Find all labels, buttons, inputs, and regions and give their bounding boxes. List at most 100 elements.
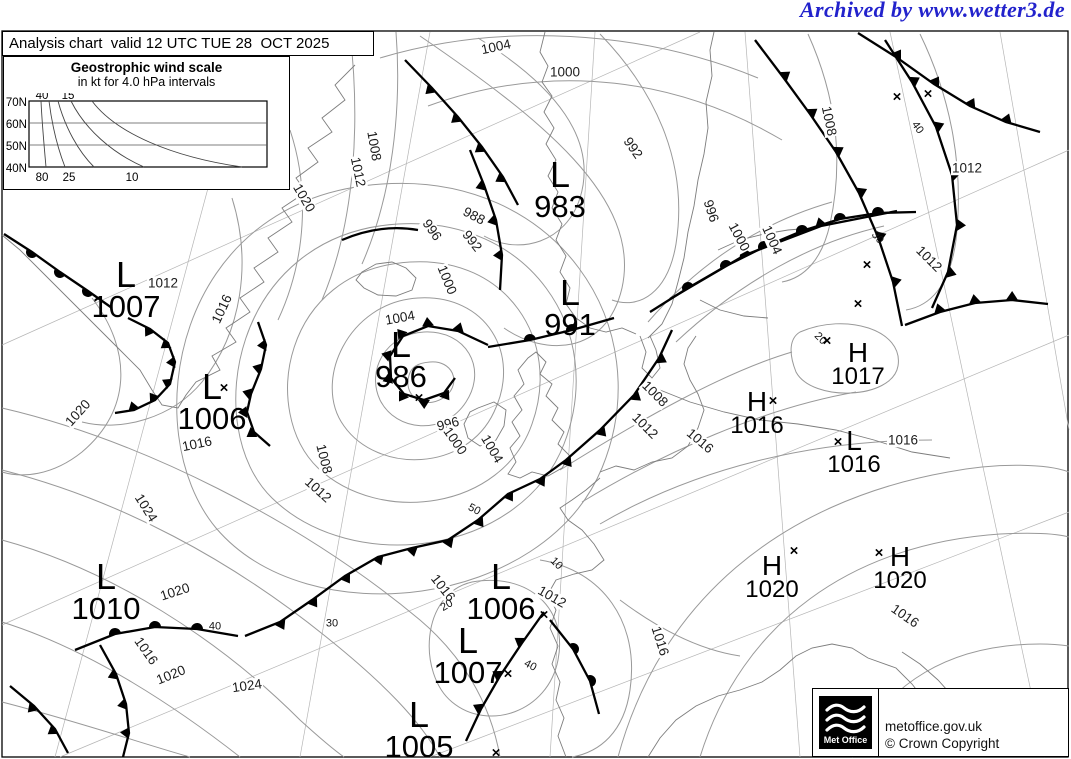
isobar-label: 1012	[146, 275, 180, 291]
position-cross-marker: ×	[822, 332, 832, 350]
pressure-letter: L	[95, 556, 117, 597]
wind-speed-number: 40	[208, 620, 222, 633]
attribution: Archived by www.wetter3.de	[799, 0, 1065, 22]
pressure-letter: L	[549, 154, 571, 195]
position-cross-marker: ×	[768, 392, 778, 410]
pressure-value: 1006	[177, 400, 247, 436]
scale-tick-bottom-25: 25	[63, 172, 76, 184]
position-cross-marker: ×	[414, 389, 424, 407]
lat-label-70n: 70N	[6, 97, 27, 109]
isobar-label: 1004	[383, 307, 417, 328]
isobar-label: 1024	[131, 490, 161, 526]
pressure-value: 1005	[384, 728, 454, 759]
isobar-label: 1004	[478, 431, 507, 467]
position-cross-marker: ×	[219, 379, 229, 397]
pressure-center-h-1016: H 1016	[730, 386, 784, 440]
title-box: Analysis chart valid 12 UTC TUE 28 OCT 2…	[2, 31, 374, 56]
chart-title: Analysis chart valid 12 UTC TUE 28 OCT 2…	[9, 35, 330, 52]
position-cross-marker: ×	[539, 606, 549, 624]
isobar-label: 1008	[313, 441, 336, 477]
pressure-center-l-1007: L 1007	[433, 620, 503, 690]
pressure-center-l-986: L 986	[375, 324, 427, 394]
wind-scale-box: Geostrophic wind scale in kt for 4.0 hPa…	[3, 56, 290, 190]
isobar-label: 1024	[230, 676, 264, 696]
isobar-label: 1016	[179, 433, 215, 455]
isobar-label: 992	[620, 134, 646, 162]
pressure-center-h-1020: H 1020	[745, 550, 798, 602]
isobar-label: 1016	[208, 291, 235, 327]
pressure-letter: L	[559, 272, 581, 313]
metoffice-logo: Met Office	[819, 696, 872, 749]
pressure-letter: L	[201, 366, 223, 407]
pressure-center-h-1020: H 1020	[873, 541, 926, 593]
pressure-value: 1007	[433, 654, 503, 690]
position-cross-marker: ×	[853, 295, 863, 313]
pressure-letter: L	[115, 254, 137, 295]
pressure-center-l-991: L 991	[544, 272, 596, 342]
isobar-label: 1020	[157, 579, 193, 604]
isobar-label: 996	[700, 197, 722, 225]
pressure-value: 1017	[831, 363, 885, 391]
isobar-label: 1012	[628, 409, 662, 443]
isobar-label: 1012	[950, 160, 984, 176]
isobar-label: 1008	[638, 377, 672, 411]
crown-copyright: © Crown Copyright	[885, 736, 1000, 752]
isobar-label: 1008	[818, 103, 840, 139]
isobar-label: 1020	[62, 396, 94, 430]
isobar-label: 1012	[912, 242, 946, 276]
logo-waves	[825, 703, 866, 734]
position-cross-marker: ×	[503, 665, 513, 683]
isobar-label: 1016	[648, 623, 673, 659]
pressure-center-l-983: L 983	[534, 154, 586, 224]
isobar-label: 1020	[153, 662, 189, 688]
pressure-letter: H	[889, 541, 911, 572]
wind-speed-number: 30	[325, 617, 339, 630]
pressure-value: 1016	[827, 451, 881, 479]
position-cross-marker: ×	[874, 544, 884, 562]
isobar-label: 1008	[364, 129, 385, 163]
wind-scale-curves	[40, 100, 243, 168]
pressure-value: 1010	[71, 590, 141, 626]
pressure-center-l-1006: L 1006	[466, 559, 536, 626]
wind-scale-diagram: 70N 60N 50N 40N 40 15 80 25 10	[6, 93, 268, 184]
pressure-value: 1016	[730, 412, 784, 440]
position-cross-marker: ×	[789, 542, 799, 560]
pressure-center-l-1010: L 1010	[71, 556, 141, 626]
pressure-center-l-1005: L 1005	[384, 694, 454, 759]
wind-speed-number: 30	[868, 229, 886, 247]
pressure-letter: L	[408, 694, 430, 735]
pressure-letter: L	[846, 425, 862, 456]
isobar-label: 1004	[759, 222, 786, 258]
wind-speed-number: 10	[547, 555, 565, 573]
pressure-value: 986	[375, 358, 427, 394]
isobar-label: 1016	[131, 634, 161, 668]
isobar-label: 1016	[888, 601, 922, 631]
pressure-letter: L	[390, 324, 412, 365]
isobar-label: 996	[419, 216, 445, 244]
isobar-label: 992	[459, 227, 486, 255]
position-cross-marker: ×	[923, 85, 933, 103]
wind-scale-title: Geostrophic wind scale	[70, 60, 223, 75]
pressure-value: 991	[544, 306, 596, 342]
isobar-label: 1000	[440, 424, 470, 458]
isobar-label: 1016	[886, 432, 920, 448]
pressure-letter: L	[457, 620, 479, 661]
pressure-letter: H	[761, 550, 783, 581]
pressure-value: 1007	[91, 288, 161, 324]
pressure-value: 1006	[466, 590, 536, 626]
metoffice-footer: Met Office metoffice.gov.uk © Crown Copy…	[812, 688, 1069, 757]
pressure-value: 983	[534, 188, 586, 224]
scale-tick-top-15: 15	[62, 93, 75, 102]
pressure-center-l-1016: L 1016	[827, 425, 881, 479]
lat-label-60n: 60N	[6, 119, 27, 131]
isobar-label: 1012	[301, 474, 335, 506]
pressure-letter: H	[847, 337, 869, 368]
isobar-label: 1004	[478, 36, 514, 58]
wind-speed-number: 50	[466, 501, 483, 518]
wind-speed-number: 40	[522, 657, 539, 674]
pressure-letter: H	[746, 386, 768, 417]
wind-scale-subtitle: in kt for 4.0 hPa intervals	[77, 75, 216, 89]
metoffice-url: metoffice.gov.uk	[885, 719, 983, 735]
